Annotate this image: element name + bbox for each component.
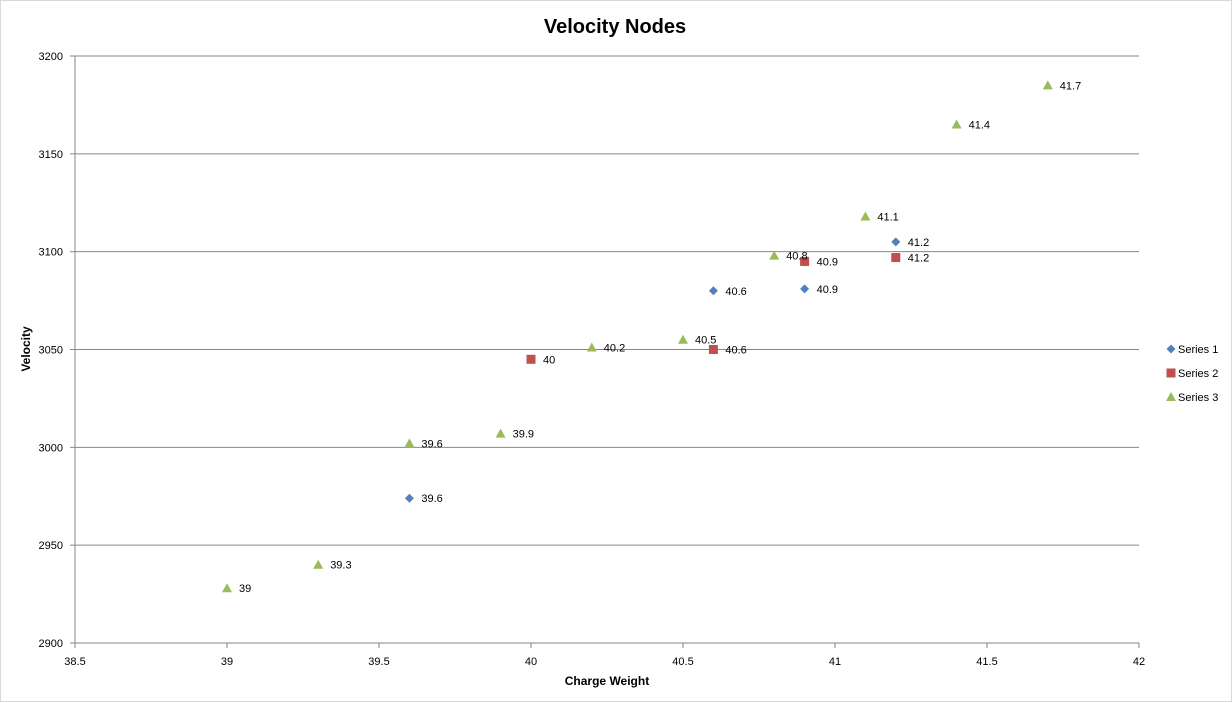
y-tick-label: 3100	[39, 247, 63, 259]
axes: 2900 2950 3000 3050 3100 3150 3200 38.5 39 39.5 40…	[39, 51, 1146, 668]
y-tick-label: 3200	[39, 51, 63, 63]
y-tick-label: 3050	[39, 345, 63, 357]
series-3-point	[586, 342, 597, 352]
series-3-point	[951, 119, 962, 129]
series-1-point	[891, 237, 901, 247]
legend-marker-series-2	[1166, 368, 1176, 378]
series-1-point	[800, 284, 810, 294]
y-tick-label: 3150	[39, 149, 63, 161]
series-3-point	[860, 211, 871, 221]
series-2-point	[891, 253, 901, 263]
series-3-data-label: 39.6	[421, 438, 442, 450]
series-2-point	[800, 256, 810, 266]
series-1-data-label: 40.9	[817, 284, 838, 296]
x-tick-label: 39.5	[368, 656, 389, 668]
legend-label-series-2: Series 2	[1178, 368, 1218, 380]
y-tick-label: 3000	[39, 442, 63, 454]
series-3-data-label: 41.1	[877, 211, 898, 223]
series-2-point	[526, 354, 536, 364]
series-3-data-label: 39.9	[513, 429, 534, 441]
series-3-point	[495, 428, 506, 438]
series-1-point	[708, 286, 718, 296]
x-tick-label: 38.5	[64, 656, 85, 668]
series-3-data-label: 41.7	[1060, 80, 1081, 92]
series-3-point	[1042, 80, 1053, 90]
legend: Series 1 Series 2 Series 3	[1166, 344, 1218, 404]
x-tick-label: 39	[221, 656, 233, 668]
x-tick-label: 40.5	[672, 656, 693, 668]
y-tick-label: 2950	[39, 540, 63, 552]
x-tick-label: 40	[525, 656, 537, 668]
x-tick-label: 41	[829, 656, 841, 668]
series-3-data-label: 40.5	[695, 335, 716, 347]
series-3-data-label: 40.2	[604, 343, 625, 355]
series-3-point	[404, 438, 415, 448]
series-3-point	[313, 559, 324, 569]
data-labels: 39.6 40.6 40.9 41.2 40 40.6 40.9 41.2 39 39.3 39.6…	[239, 80, 1081, 595]
x-axis-title: Charge Weight	[565, 674, 649, 688]
series-1-data-label: 39.6	[421, 493, 442, 505]
series-2-data-label: 41.2	[908, 253, 929, 265]
series-2-data-label: 40.6	[725, 345, 746, 357]
gridlines	[75, 55, 1139, 644]
series-3-point	[222, 583, 232, 593]
series-3-data-label: 39	[239, 583, 251, 595]
legend-marker-series-1	[1166, 344, 1176, 354]
data-points	[222, 80, 1053, 593]
y-tick-label: 2900	[39, 638, 63, 650]
y-axis-title: Velocity	[19, 326, 33, 372]
x-tick-label: 41.5	[976, 656, 997, 668]
series-3-point	[678, 334, 688, 344]
series-3-data-label: 40.8	[786, 251, 807, 263]
legend-marker-series-3	[1166, 392, 1176, 401]
legend-label-series-1: Series 1	[1178, 344, 1218, 356]
series-3-data-label: 41.4	[969, 119, 990, 131]
series-1-data-label: 41.2	[908, 237, 929, 249]
x-tick-label: 42	[1133, 656, 1145, 668]
series-2-point	[708, 345, 718, 354]
series-1-data-label: 40.6	[725, 286, 746, 298]
series-1-point	[404, 493, 414, 503]
chart-title: Velocity Nodes	[544, 16, 686, 38]
series-2-data-label: 40	[543, 354, 555, 366]
series-3-point	[769, 250, 780, 260]
series-3-data-label: 39.3	[330, 560, 351, 572]
series-2-data-label: 40.9	[817, 256, 838, 268]
legend-label-series-3: Series 3	[1178, 392, 1218, 404]
